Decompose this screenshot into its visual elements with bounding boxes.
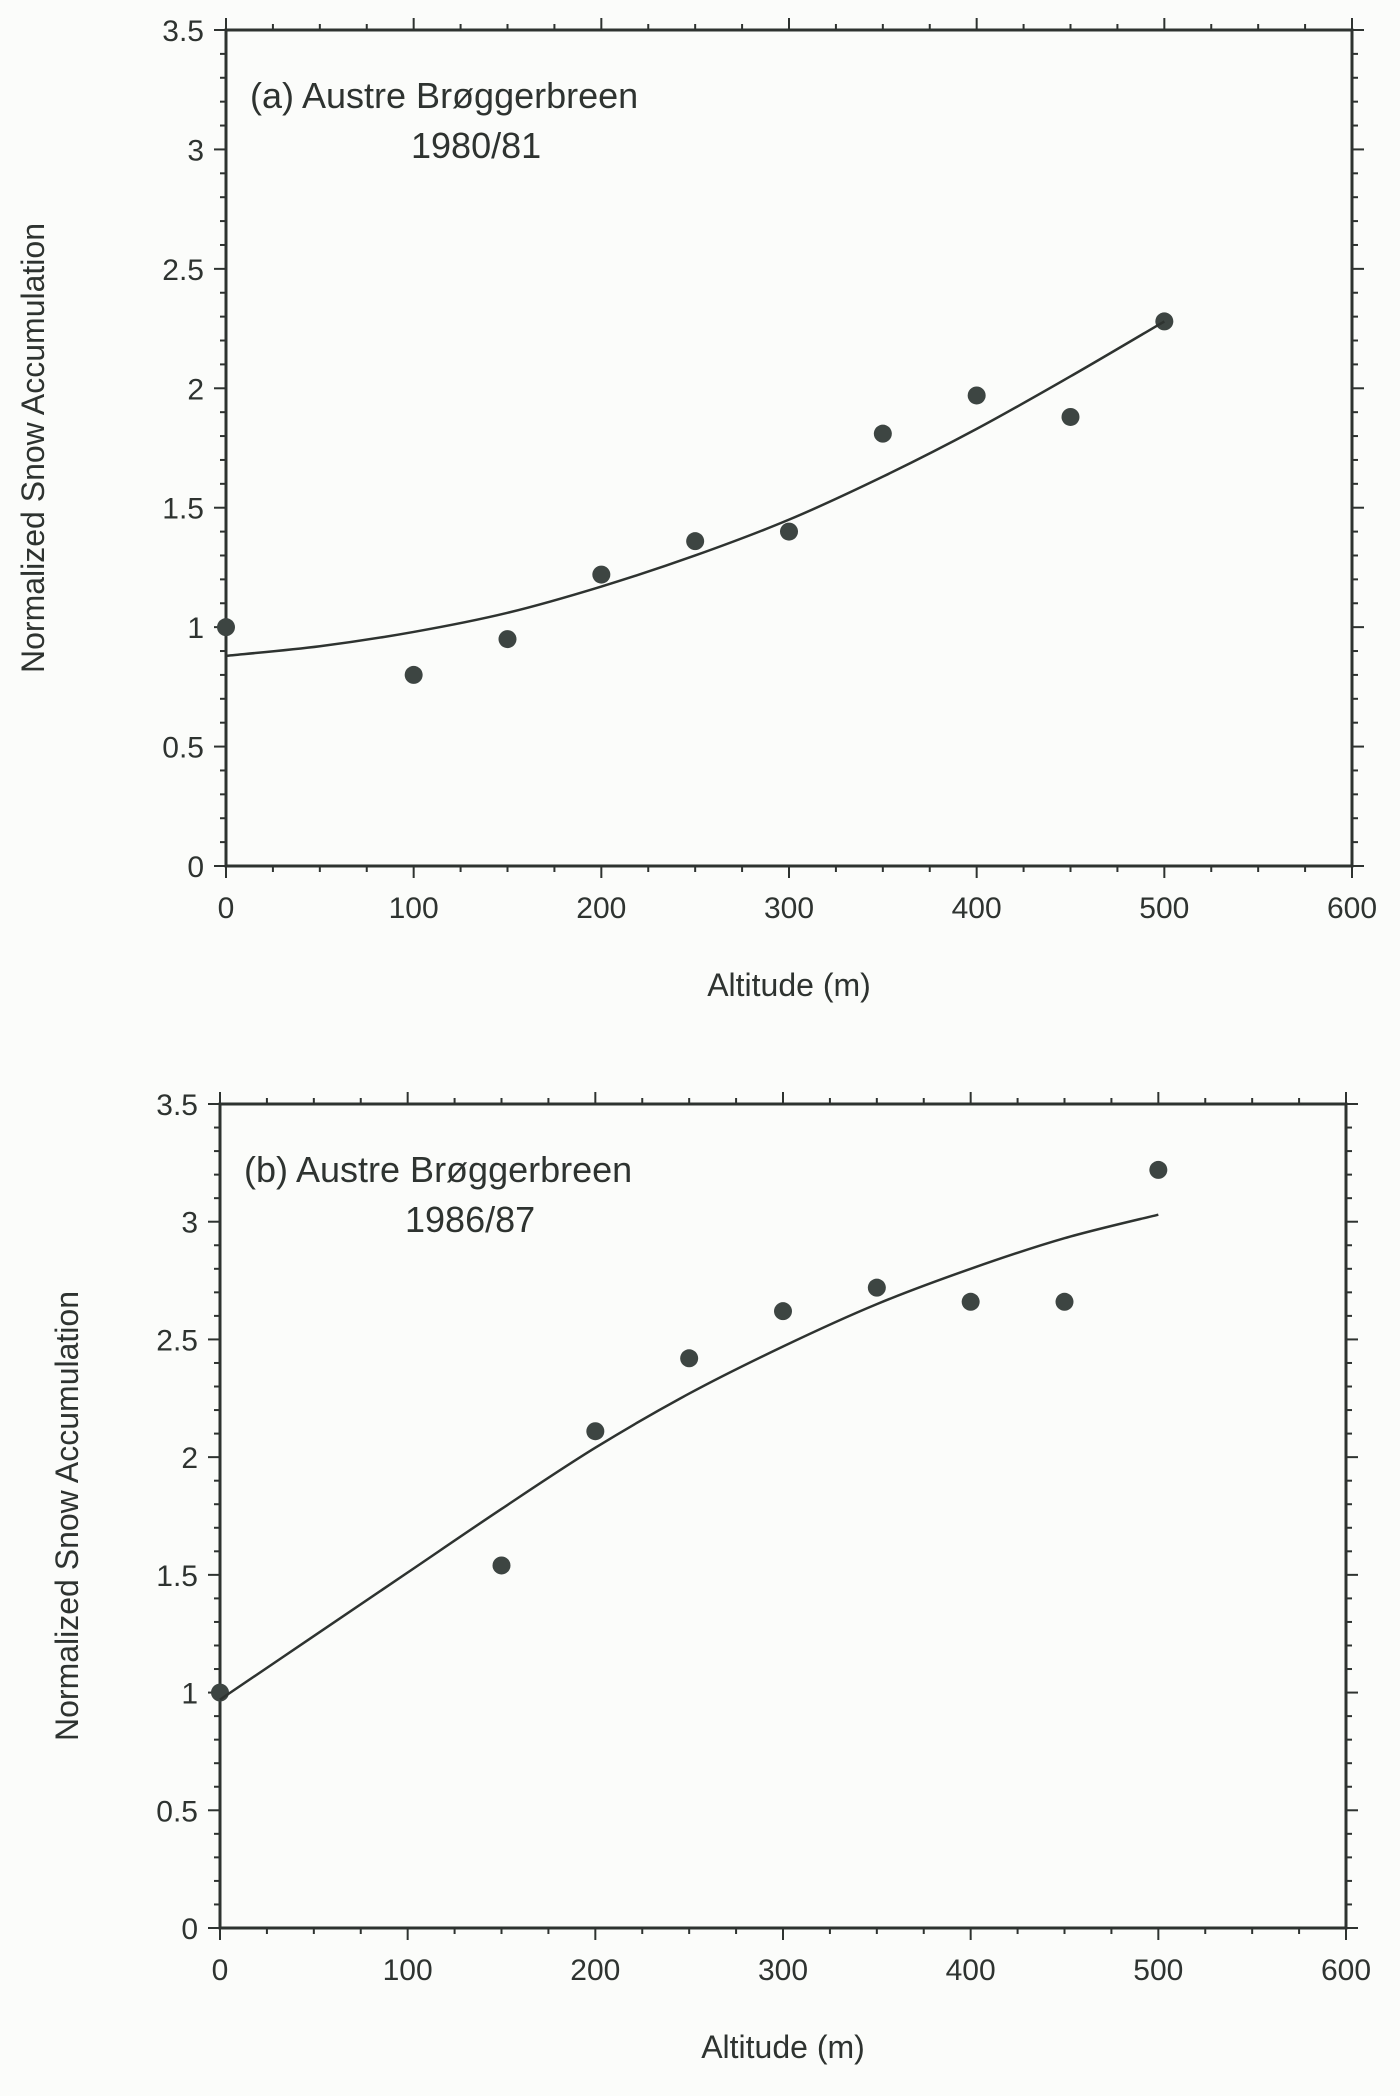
y-tick-label: 1: [187, 612, 204, 645]
x-axis-title: Altitude (m): [707, 967, 871, 1003]
x-tick-label: 400: [952, 892, 1002, 925]
x-tick-label: 200: [576, 892, 626, 925]
y-tick-label: 3: [181, 1207, 198, 1240]
chart-panel-a: 0 100 200 300 400 500 600 0 0.5 1 1.5 2 2.5 3 3.5 Altit…: [15, 15, 1377, 1003]
data-point: [780, 522, 798, 541]
y-tick-label: 1.5: [162, 493, 204, 526]
x-tick-label: 100: [389, 892, 439, 925]
plot-frame: [218, 1102, 1348, 1930]
y-axis-title: Normalized Snow Accumulation: [49, 1291, 85, 1741]
data-point: [873, 424, 892, 443]
fit-curve: [219, 1213, 1159, 1701]
x-tick-label: 400: [946, 1954, 996, 1987]
panel-subtitle: 1986/87: [405, 1199, 535, 1240]
x-tick-label: 500: [1133, 1954, 1183, 1987]
y-tick-label: 3.5: [156, 1089, 198, 1122]
panel-title: (b) Austre Brøggerbreen: [244, 1149, 632, 1190]
y-tick-label: 2: [181, 1442, 198, 1475]
plot-frame: [224, 28, 1354, 868]
data-point: [961, 1292, 980, 1311]
x-tick-label: 500: [1139, 892, 1189, 925]
x-tick-label: 100: [383, 1954, 433, 1987]
x-tick-label: 300: [758, 1954, 808, 1987]
data-point: [774, 1302, 792, 1321]
data-point: [867, 1278, 886, 1297]
y-tick-label: 0.5: [162, 732, 204, 765]
data-point: [1149, 1160, 1168, 1179]
data-point: [498, 630, 517, 649]
y-axis-title: Normalized Snow Accumulation: [15, 223, 51, 673]
y-tick-label: 3: [187, 134, 204, 167]
data-point: [1061, 407, 1080, 426]
data-point: [586, 1422, 605, 1441]
data-point: [686, 532, 705, 551]
data-point: [592, 565, 611, 584]
data-point: [967, 386, 986, 405]
panel-subtitle: 1980/81: [411, 125, 541, 166]
x-axis-title: Altitude (m): [701, 2029, 865, 2065]
y-tick-label: 0.5: [156, 1795, 198, 1828]
y-tick-label: 1: [181, 1678, 198, 1711]
x-tick-label: 200: [570, 1954, 620, 1987]
data-point: [217, 618, 235, 637]
x-tick-label: 0: [212, 1954, 229, 1987]
data-point: [1055, 1292, 1074, 1311]
y-tick-label: 3.5: [162, 15, 204, 48]
y-tick-label: 2.5: [156, 1324, 198, 1357]
fit-curve: [225, 320, 1165, 658]
x-tick-label: 0: [218, 892, 235, 925]
y-tick-label: 2.5: [162, 254, 204, 287]
y-tick-label: 0: [181, 1913, 198, 1946]
y-tick-label: 2: [187, 373, 204, 406]
panel-title: (a) Austre Brøggerbreen: [250, 75, 638, 116]
y-tick-label: 1.5: [156, 1560, 198, 1593]
x-tick-label: 300: [764, 892, 814, 925]
data-point: [680, 1349, 699, 1368]
data-point: [404, 665, 423, 684]
chart-panel-b: 0 100 200 300 400 500 600 0 0.5 1 1.5 2 2.5 3 3.5 Altit…: [49, 1089, 1371, 2065]
y-tick-label: 0: [187, 851, 204, 884]
x-tick-label: 600: [1321, 1954, 1371, 1987]
data-point: [492, 1556, 511, 1575]
x-tick-label: 600: [1327, 892, 1377, 925]
